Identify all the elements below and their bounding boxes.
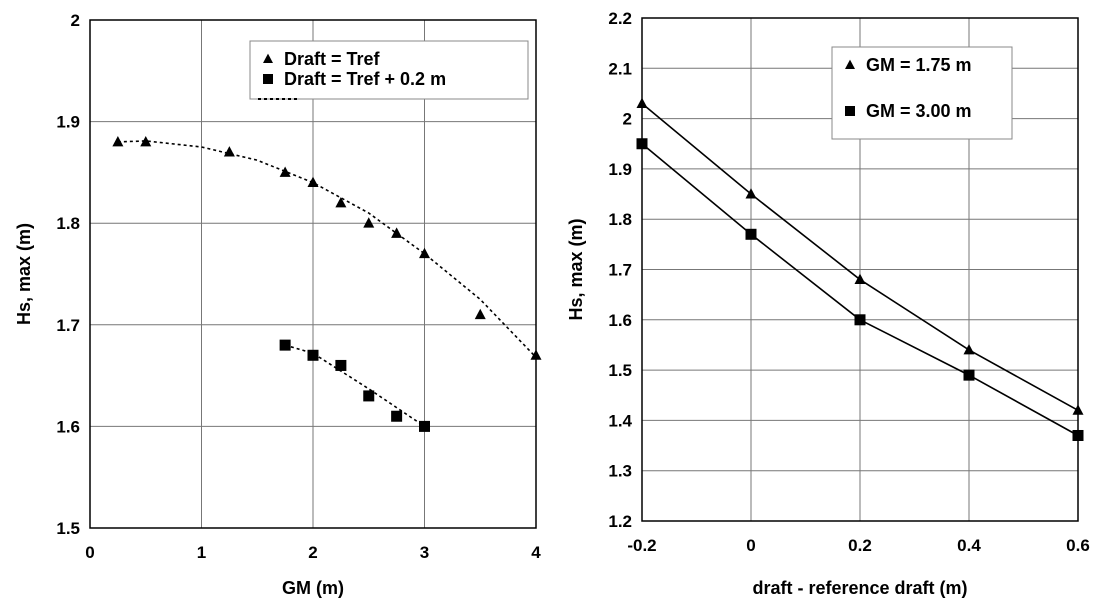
y-tick-label: 1.9	[608, 160, 632, 179]
x-tick-label: 0.6	[1066, 536, 1090, 555]
triangle-data-point	[963, 344, 975, 355]
legend-marker	[263, 74, 273, 84]
y-tick-label: 2	[623, 110, 632, 129]
square-data-point	[419, 420, 430, 432]
legend-marker	[263, 53, 273, 64]
y-tick-label: 1.7	[56, 316, 80, 335]
triangle-data-point	[279, 166, 291, 177]
triangle-data-point	[745, 188, 757, 199]
y-tick-label: 1.9	[56, 113, 80, 132]
y-axis-label: Hs, max (m)	[566, 218, 586, 320]
square-data-point	[279, 339, 291, 351]
square-data-point	[854, 314, 866, 326]
plot-frame	[89, 19, 537, 529]
square-data-point	[307, 349, 319, 361]
legend-marker	[845, 59, 855, 70]
x-axis-label: GM (m)	[282, 578, 344, 598]
square-data-point	[636, 138, 648, 150]
x-tick-label: 2	[308, 543, 317, 562]
legend-box	[249, 40, 529, 100]
legend-label: Draft = Tref	[284, 49, 381, 69]
triangle-data-point	[307, 176, 319, 188]
triangle-data-point	[419, 247, 430, 259]
legend-label: GM = 3.00 m	[866, 101, 972, 121]
legend-marker	[845, 106, 855, 116]
x-tick-label: 0.2	[848, 536, 872, 555]
triangle-data-point	[474, 308, 486, 320]
legend-box	[831, 46, 1013, 140]
triangle-data-point	[335, 196, 347, 208]
y-tick-label: 1.5	[56, 519, 80, 538]
triangle-data-point	[112, 135, 124, 147]
triangle-data-point	[140, 135, 152, 147]
legend-label: Draft = Tref + 0.2 m	[284, 69, 446, 89]
x-tick-label: 0	[85, 543, 94, 562]
triangle-data-point	[391, 227, 403, 238]
y-tick-label: 1.6	[56, 417, 80, 436]
y-tick-label: 1.2	[608, 512, 632, 531]
y-tick-label: 1.8	[56, 214, 80, 233]
triangle-data-point	[223, 146, 235, 157]
square-data-point	[1072, 429, 1084, 441]
square-data-point	[963, 369, 975, 381]
triangle-data-point	[1072, 404, 1084, 415]
x-tick-label: 1	[197, 543, 206, 562]
triangle-data-point	[530, 349, 542, 360]
y-tick-label: 2.1	[608, 59, 632, 78]
y-tick-label: 1.4	[608, 411, 632, 430]
legend-label: GM = 1.75 m	[866, 55, 972, 75]
square-data-point	[335, 359, 347, 371]
square-data-point	[745, 228, 757, 240]
y-tick-label: 1.6	[608, 311, 632, 330]
y-tick-label: 1.5	[608, 361, 632, 380]
triangle-data-point	[363, 217, 375, 228]
x-tick-label: -0.2	[627, 536, 656, 555]
x-tick-label: 0	[746, 536, 755, 555]
x-axis-label: draft - reference draft (m)	[752, 578, 967, 598]
y-tick-label: 1.7	[608, 261, 632, 280]
y-tick-label: 2	[71, 11, 80, 30]
square-data-point	[363, 390, 375, 402]
trendline	[284, 344, 425, 428]
plot-frame	[641, 17, 1079, 522]
triangle-data-point	[854, 273, 866, 285]
square-data-point	[391, 410, 403, 422]
y-axis-label: Hs, max (m)	[14, 223, 34, 325]
y-tick-label: 1.8	[608, 210, 632, 229]
x-tick-label: 3	[420, 543, 429, 562]
x-tick-label: 0.4	[957, 536, 981, 555]
x-tick-label: 4	[531, 543, 541, 562]
y-tick-label: 2.2	[608, 9, 632, 28]
triangle-data-point	[636, 97, 648, 108]
y-tick-label: 1.3	[608, 462, 632, 481]
